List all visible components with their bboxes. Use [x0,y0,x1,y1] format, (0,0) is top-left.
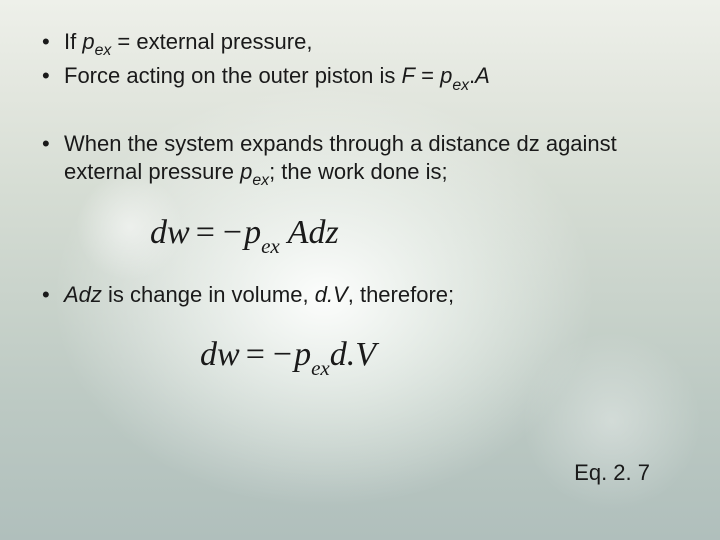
bullet-4-text: Adz is change in volume, d.V, therefore; [64,281,680,309]
text: If [64,29,82,54]
text: = external pressure, [111,29,312,54]
bullet-dot: • [40,28,64,56]
eq-tail: Adz [288,214,339,251]
bullet-dot: • [40,281,64,309]
bullet-1-text: If pex = external pressure, [64,28,680,60]
eq-equals: = [190,214,221,251]
text: = [415,63,440,88]
eq-tail: d.V [330,336,376,373]
var-p: p [240,159,252,184]
bullet-dot: • [40,62,64,90]
bullet-dot: • [40,130,64,158]
bullet-4: • Adz is change in volume, d.V, therefor… [40,281,680,309]
eq-minus: − [221,214,244,251]
var-dV: d.V [315,282,348,307]
equation-1: dw=−pex Adz [150,214,680,257]
eq-sub-ex: ex [261,234,280,258]
text: ; the work done is; [269,159,448,184]
sub-ex: ex [452,77,469,94]
spacer [40,96,680,130]
bullet-2-text: Force acting on the outer piston is F = … [64,62,680,94]
text: is change in volume, [102,282,315,307]
eq-p: p [294,336,311,373]
equation-label: Eq. 2. 7 [574,460,650,486]
text: Force acting on the outer piston is [64,63,402,88]
eq-p: p [244,214,261,251]
var-F: F [402,63,415,88]
var-p: p [440,63,452,88]
bullet-2: • Force acting on the outer piston is F … [40,62,680,94]
sub-ex: ex [252,172,269,189]
eq-dw: dw [150,214,190,251]
bullet-1: • If pex = external pressure, [40,28,680,60]
eq-minus: − [271,336,294,373]
eq-equals: = [240,336,271,373]
text: , therefore; [348,282,454,307]
var-A: A [475,63,490,88]
equation-2: dw=−pexd.V [200,336,680,379]
bullet-3-text: When the system expands through a distan… [64,130,680,190]
bullet-list: • If pex = external pressure, • Force ac… [40,28,680,190]
bullet-3: • When the system expands through a dist… [40,130,680,190]
var-Adz: Adz [64,282,102,307]
slide: • If pex = external pressure, • Force ac… [0,0,720,540]
bullet-list-2: • Adz is change in volume, d.V, therefor… [40,281,680,309]
eq-dw: dw [200,336,240,373]
var-p: p [82,29,94,54]
sub-ex: ex [95,42,112,59]
eq-sub-ex: ex [311,356,330,380]
